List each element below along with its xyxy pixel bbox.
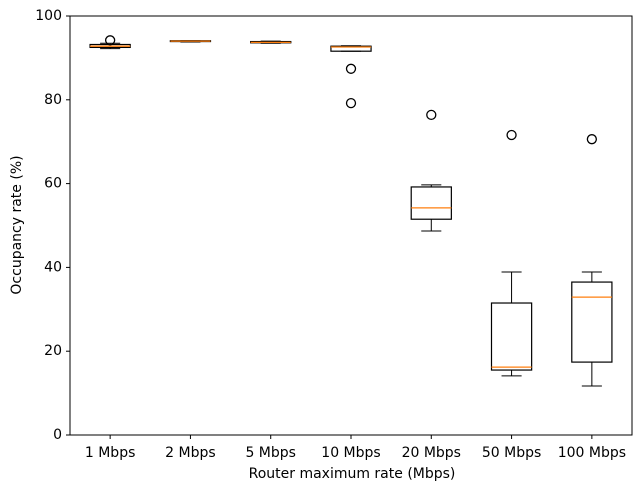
box <box>330 45 372 52</box>
x-tick-label: 20 Mbps <box>402 445 461 461</box>
x-tick-label: 1 Mbps <box>85 445 136 461</box>
x-axis-label: Router maximum rate (Mbps) <box>249 466 456 482</box>
box <box>410 186 452 220</box>
box <box>490 302 533 371</box>
x-tick-label: 100 Mbps <box>558 445 626 461</box>
flier <box>506 129 517 141</box>
flier <box>104 35 116 46</box>
y-tick-label: 20 <box>44 343 62 359</box>
y-tick-label: 0 <box>53 427 62 443</box>
flier <box>345 63 357 74</box>
x-tick-label: 50 Mbps <box>482 445 541 461</box>
plot-frame <box>69 15 633 436</box>
y-tick-label: 80 <box>44 92 62 108</box>
y-tick-label: 60 <box>44 176 62 192</box>
box <box>571 281 613 363</box>
x-tick-label: 10 Mbps <box>321 445 380 461</box>
flier <box>345 98 357 109</box>
x-tick-label: 2 Mbps <box>165 445 216 461</box>
x-tick-label: 5 Mbps <box>245 445 296 461</box>
flier <box>586 134 598 145</box>
y-axis-label: Occupancy rate (%) <box>9 155 25 294</box>
y-tick-label: 40 <box>44 259 62 275</box>
y-tick-label: 100 <box>35 8 62 24</box>
flier <box>426 109 437 121</box>
